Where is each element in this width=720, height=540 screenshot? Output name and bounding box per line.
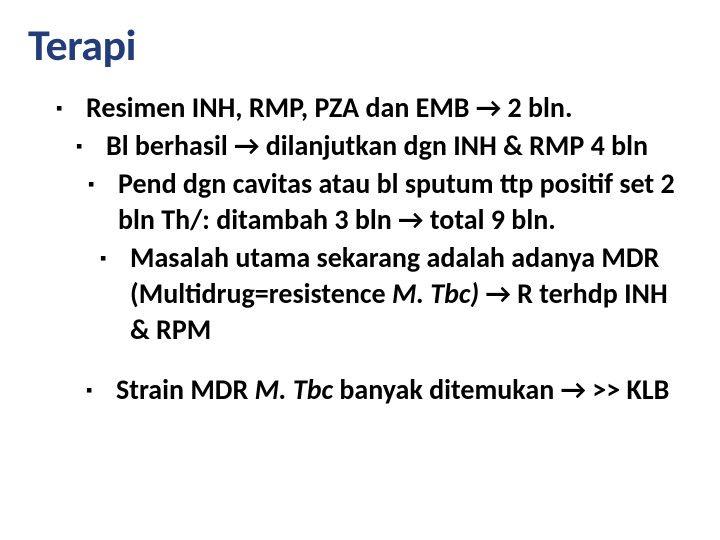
bullet-item: ▪ Masalah utama sekarang adalah adanya M… [28, 240, 692, 348]
bullet-item: ▪ Pend dgn cavitas atau bl sputum ttp po… [28, 166, 692, 238]
bullet-marker: ▪ [100, 240, 130, 276]
bullet-text: Bl berhasil → dilanjutkan dgn INH & RMP … [106, 128, 648, 164]
bullet-text: Resimen INH, RMP, PZA dan EMB → 2 bln. [86, 90, 572, 126]
bullet-text: Pend dgn cavitas atau bl sputum ttp posi… [118, 166, 692, 238]
bullet-marker: ▪ [76, 128, 106, 164]
slide-title: Terapi [28, 18, 692, 72]
bullet-text: Masalah utama sekarang adalah adanya MDR… [130, 240, 692, 348]
bullet-item: ▪ Strain MDR M. Tbc banyak ditemukan → >… [28, 372, 692, 408]
bullet-marker: ▪ [86, 372, 116, 408]
bullet-text: Strain MDR M. Tbc banyak ditemukan → >> … [116, 372, 669, 408]
bullet-item: ▪ Bl berhasil → dilanjutkan dgn INH & RM… [28, 128, 692, 164]
bullet-marker: ▪ [56, 90, 86, 126]
bullet-item: ▪ Resimen INH, RMP, PZA dan EMB → 2 bln. [28, 90, 692, 126]
bullet-marker: ▪ [88, 166, 118, 202]
